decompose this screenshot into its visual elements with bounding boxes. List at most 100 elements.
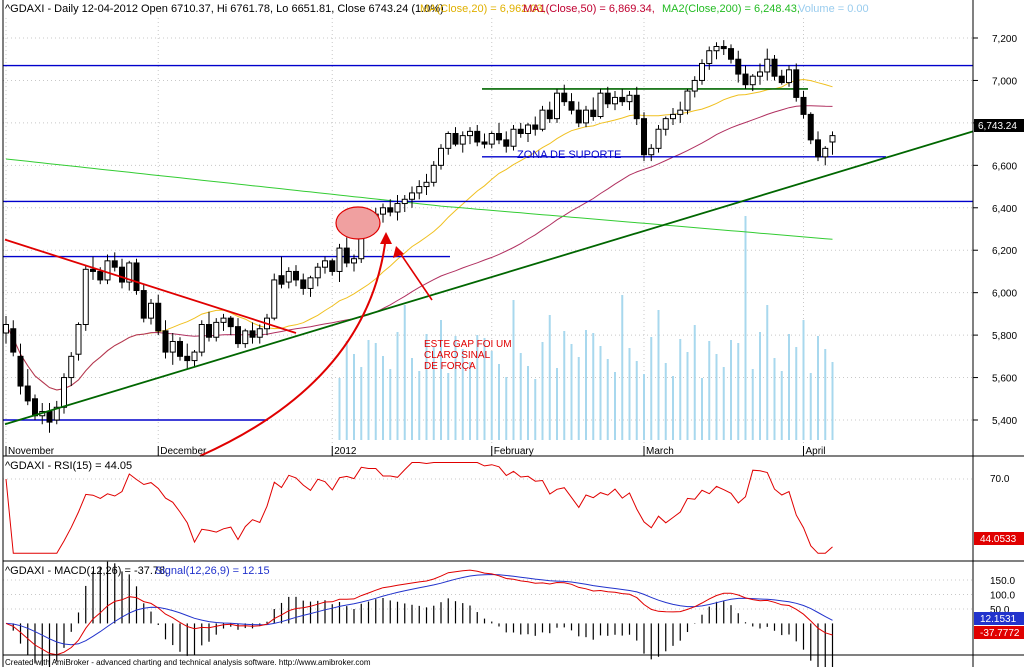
volume-bar bbox=[345, 341, 348, 440]
price-tick-label: 6,200 bbox=[992, 246, 1017, 257]
signal-value-label: 12.1531 bbox=[980, 614, 1017, 625]
candle-body bbox=[271, 279, 278, 319]
zona-suporte-label: ZONA DE SUPORTE bbox=[517, 149, 621, 161]
candle-body bbox=[525, 124, 531, 134]
candle-body bbox=[597, 92, 604, 118]
support-resistance-lines bbox=[3, 64, 973, 421]
candle-body bbox=[119, 266, 125, 283]
candle-body bbox=[32, 398, 38, 417]
volume-bar bbox=[686, 352, 689, 440]
candle-body bbox=[713, 45, 720, 52]
candle-body bbox=[561, 92, 568, 103]
candle-body bbox=[191, 351, 198, 362]
volume-bar bbox=[353, 354, 355, 440]
volume-bar bbox=[476, 335, 479, 440]
volume-bar bbox=[744, 216, 747, 440]
candle-body bbox=[648, 147, 655, 156]
candle-body bbox=[155, 302, 162, 332]
ma200-line bbox=[5, 158, 833, 240]
month-label: April bbox=[806, 446, 826, 457]
volume-bar bbox=[338, 378, 341, 440]
volume-bar bbox=[548, 315, 551, 440]
volume-bar bbox=[780, 371, 783, 440]
candle-body bbox=[481, 141, 488, 145]
price-value-tag bbox=[974, 119, 1024, 132]
candle-body bbox=[612, 96, 618, 105]
volume-bar bbox=[809, 373, 812, 440]
volume-bar bbox=[650, 337, 653, 440]
candle-body bbox=[691, 79, 698, 92]
volume-bar bbox=[672, 376, 674, 440]
candle-body bbox=[387, 207, 394, 213]
candle-body bbox=[278, 275, 285, 285]
macd-line bbox=[5, 569, 833, 656]
macd-tick-label: 100.0 bbox=[990, 590, 1015, 601]
gap-note-line-3: DE FORÇA bbox=[424, 361, 476, 372]
footer-credit: Created with AmiBroker - advanced charti… bbox=[5, 658, 371, 667]
volume-bar bbox=[766, 305, 769, 440]
volume-bar bbox=[527, 366, 529, 440]
candle-body bbox=[735, 58, 742, 75]
macd-value-tag bbox=[974, 626, 1024, 639]
gap-highlight-ellipse bbox=[335, 206, 381, 240]
candle-body bbox=[285, 270, 292, 283]
candle-body bbox=[314, 266, 321, 279]
candle-body bbox=[510, 128, 517, 147]
candle-body bbox=[133, 262, 140, 292]
candle-body bbox=[220, 317, 227, 323]
volume-bar bbox=[490, 351, 493, 440]
volume-bar bbox=[585, 330, 587, 440]
price-tick-label: 5,800 bbox=[992, 331, 1017, 342]
candle-body bbox=[409, 192, 415, 200]
candle-body bbox=[459, 135, 466, 145]
volume-bar bbox=[737, 343, 740, 440]
volume-bar bbox=[541, 342, 544, 440]
volume-bar bbox=[693, 325, 696, 440]
candle-body bbox=[757, 71, 763, 77]
candle-body bbox=[633, 94, 640, 120]
volume-bar bbox=[498, 364, 500, 440]
month-label: December bbox=[160, 446, 207, 457]
candle-body bbox=[626, 94, 633, 103]
candle-body bbox=[423, 181, 430, 188]
rsi-line bbox=[5, 462, 833, 554]
uptrend-line bbox=[4, 130, 974, 426]
volume-bar bbox=[360, 367, 363, 440]
candle-body bbox=[162, 330, 169, 353]
volume-bar bbox=[614, 372, 616, 440]
candle-body bbox=[61, 377, 67, 408]
volume-bar bbox=[418, 371, 421, 440]
candle-body bbox=[503, 139, 510, 147]
candlesticks bbox=[3, 40, 836, 433]
volume-bar bbox=[432, 347, 435, 440]
candle-body bbox=[822, 147, 829, 158]
candle-body bbox=[474, 130, 481, 143]
month-label: February bbox=[494, 446, 534, 457]
volume-bar bbox=[469, 362, 471, 440]
candle-body bbox=[438, 147, 444, 166]
volume-bar bbox=[628, 348, 631, 440]
volume-bar bbox=[802, 320, 805, 440]
candle-body bbox=[198, 324, 205, 353]
macd-value-label: -37.7772 bbox=[980, 628, 1020, 639]
macd-panel: 150.0 100.0 50.0 bbox=[3, 561, 1015, 667]
candle-body bbox=[213, 321, 220, 338]
candle-body bbox=[227, 317, 234, 328]
candle-body bbox=[10, 328, 17, 353]
pointer-arrow bbox=[397, 249, 433, 301]
volume-bar bbox=[599, 346, 602, 440]
candle-body bbox=[293, 270, 299, 281]
curved-arrow bbox=[199, 235, 387, 457]
volume-bar bbox=[403, 305, 406, 440]
candle-body bbox=[786, 69, 792, 84]
volume-bar bbox=[657, 310, 660, 440]
price-tick-label: 5,600 bbox=[992, 374, 1017, 385]
volume-bar bbox=[512, 300, 515, 440]
candle-body bbox=[496, 133, 502, 141]
gap-note-line-1: ESTE GAP FOI UM bbox=[424, 339, 512, 350]
candle-body bbox=[53, 406, 60, 421]
candle-body bbox=[242, 330, 249, 345]
rsi-panel bbox=[3, 462, 973, 554]
volume-bar bbox=[447, 373, 450, 440]
header-info: ^GDAXI - Daily 12-04-2012 Open 6710.37, … bbox=[5, 3, 444, 15]
